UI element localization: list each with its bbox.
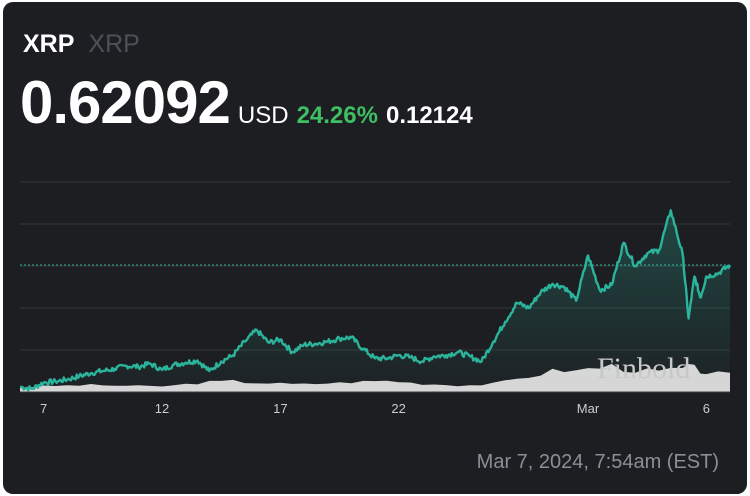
- price-chart: Finbold 7 12 17 22 Mar 6: [19, 181, 732, 416]
- change-percent: 24.26%: [296, 102, 378, 129]
- change-value: 0.12124: [385, 102, 473, 129]
- timestamp: Mar 7, 2024, 7:54am (EST): [476, 451, 719, 473]
- chart-card: XRP XRP 0.62092 USD 24.26% 0.12124 Finbo…: [3, 2, 747, 494]
- x-tick-label-5: 6: [703, 401, 710, 416]
- header-row: XRP XRP: [23, 30, 140, 59]
- current-price: 0.62092: [20, 69, 231, 136]
- x-tick-label-4: Mar: [577, 401, 600, 416]
- x-axis-ticks: 7 12 17 22 Mar 6: [40, 401, 710, 416]
- ticker-symbol: XRP: [23, 30, 75, 58]
- x-tick-label-3: 22: [391, 401, 405, 416]
- price-line: [19, 209, 732, 392]
- volume-area: [20, 363, 730, 392]
- currency-label: USD: [237, 102, 289, 129]
- price-row: 0.62092 USD 24.26% 0.12124: [20, 68, 473, 137]
- x-tick-label-1: 12: [155, 401, 169, 416]
- price-area-fill: [20, 210, 730, 392]
- asset-name: XRP: [88, 30, 140, 58]
- x-tick-label-2: 17: [273, 401, 287, 416]
- watermark-text: Finbold: [597, 352, 690, 385]
- x-tick-label-0: 7: [40, 401, 47, 416]
